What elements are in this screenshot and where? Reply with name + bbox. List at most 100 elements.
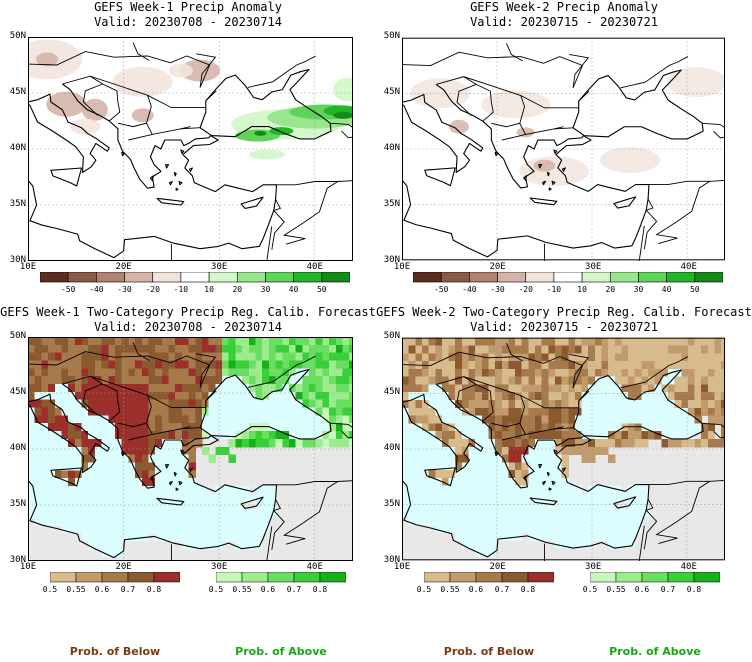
prob-cell	[707, 384, 716, 393]
prob-cell	[48, 446, 56, 456]
prob-cell	[74, 344, 83, 354]
prob-cell	[534, 454, 543, 463]
prob-cell	[402, 353, 410, 362]
prob-cell	[521, 485, 529, 495]
prob-cell	[707, 353, 716, 362]
prob-cell	[628, 384, 636, 393]
anomaly-blob	[516, 127, 535, 138]
border	[713, 130, 725, 139]
prob-cell	[208, 423, 216, 432]
prob-cell	[488, 446, 496, 456]
prob-cell	[588, 353, 596, 362]
prob-cell	[201, 431, 210, 440]
coastlines	[402, 369, 704, 558]
prob-cell	[88, 423, 96, 432]
prob-cell	[195, 391, 203, 401]
prob-cell	[714, 384, 722, 393]
prob-cell	[435, 501, 443, 510]
prob-cell	[309, 360, 317, 369]
prob-cell	[155, 384, 163, 393]
prob-cell	[175, 423, 183, 432]
prob-cell	[588, 423, 596, 432]
prob-cell	[435, 477, 443, 487]
prob-cell	[235, 344, 243, 354]
prob-cell	[614, 337, 623, 347]
prob-cell	[175, 391, 183, 401]
prob-cell	[641, 361, 649, 370]
lat-label: 50N	[383, 31, 400, 41]
prob-cell	[681, 423, 689, 432]
prob-cell	[548, 337, 556, 347]
prob-cell	[48, 501, 56, 511]
prob-cell	[101, 485, 109, 495]
prob-cell	[288, 376, 297, 385]
prob-cell	[441, 407, 450, 417]
prob-cell	[295, 352, 303, 362]
prob-cell	[455, 477, 463, 487]
prob-cell	[54, 368, 63, 377]
prob-cell	[248, 376, 257, 385]
border	[402, 351, 584, 388]
prob-cell	[228, 344, 237, 354]
prob-cell	[634, 407, 642, 417]
prob-cell	[621, 493, 629, 502]
prob-cell	[468, 345, 476, 354]
prob-cell	[302, 438, 310, 448]
prob-cell	[302, 423, 310, 432]
prob-cell	[329, 352, 337, 362]
prob-cell	[222, 446, 230, 456]
prob-cell	[435, 485, 443, 495]
prob-cell	[94, 360, 103, 369]
prob-cell	[634, 337, 642, 347]
prob-cell	[349, 344, 353, 354]
prob-cell	[141, 360, 150, 369]
prob-cell	[235, 407, 243, 416]
prob-cell	[108, 415, 116, 424]
prob-cell	[481, 485, 490, 495]
prob-cell	[228, 352, 237, 362]
prob-cell	[148, 509, 156, 518]
prob-cell	[415, 407, 423, 417]
prob-cell	[94, 344, 103, 354]
prob-cell	[548, 501, 556, 510]
prob-cell	[135, 344, 143, 354]
prob-cell	[448, 368, 456, 378]
prob-cell	[528, 532, 536, 541]
prob-cell	[135, 470, 143, 479]
prob-cell	[428, 392, 436, 401]
prob-cell	[461, 431, 470, 440]
prob-cell	[188, 431, 196, 440]
prob-cell	[61, 485, 69, 495]
prob-cell	[41, 438, 49, 448]
prob-cell	[68, 391, 76, 401]
prob-cell	[534, 462, 543, 471]
prob-cell	[468, 337, 476, 347]
prob-cell	[148, 368, 156, 377]
border	[273, 499, 282, 512]
prob-cell	[721, 423, 725, 432]
prob-cell	[614, 345, 623, 354]
prob-cell	[28, 454, 36, 464]
prob-cell	[28, 509, 36, 518]
prob-cell	[148, 438, 156, 448]
prob-cell	[28, 415, 36, 424]
map-week1-twocat	[28, 337, 353, 561]
prob-cell	[402, 400, 410, 409]
prob-cell	[561, 524, 569, 534]
prob-cell	[88, 415, 96, 424]
prob-cell	[288, 360, 297, 369]
lat-label: 35N	[383, 499, 400, 509]
prob-cell	[402, 438, 410, 448]
prob-cell	[461, 493, 470, 502]
prob-cell	[568, 368, 576, 378]
prob-cell	[528, 454, 536, 463]
prob-cell	[634, 509, 642, 518]
prob-cell	[661, 431, 669, 440]
prob-cell	[188, 509, 196, 518]
prob-cell	[601, 353, 609, 362]
prob-cell	[501, 446, 509, 456]
prob-cell	[661, 423, 669, 432]
prob-cell	[228, 360, 237, 369]
prob-cell	[54, 376, 63, 385]
colorbar-swatch	[75, 572, 103, 583]
